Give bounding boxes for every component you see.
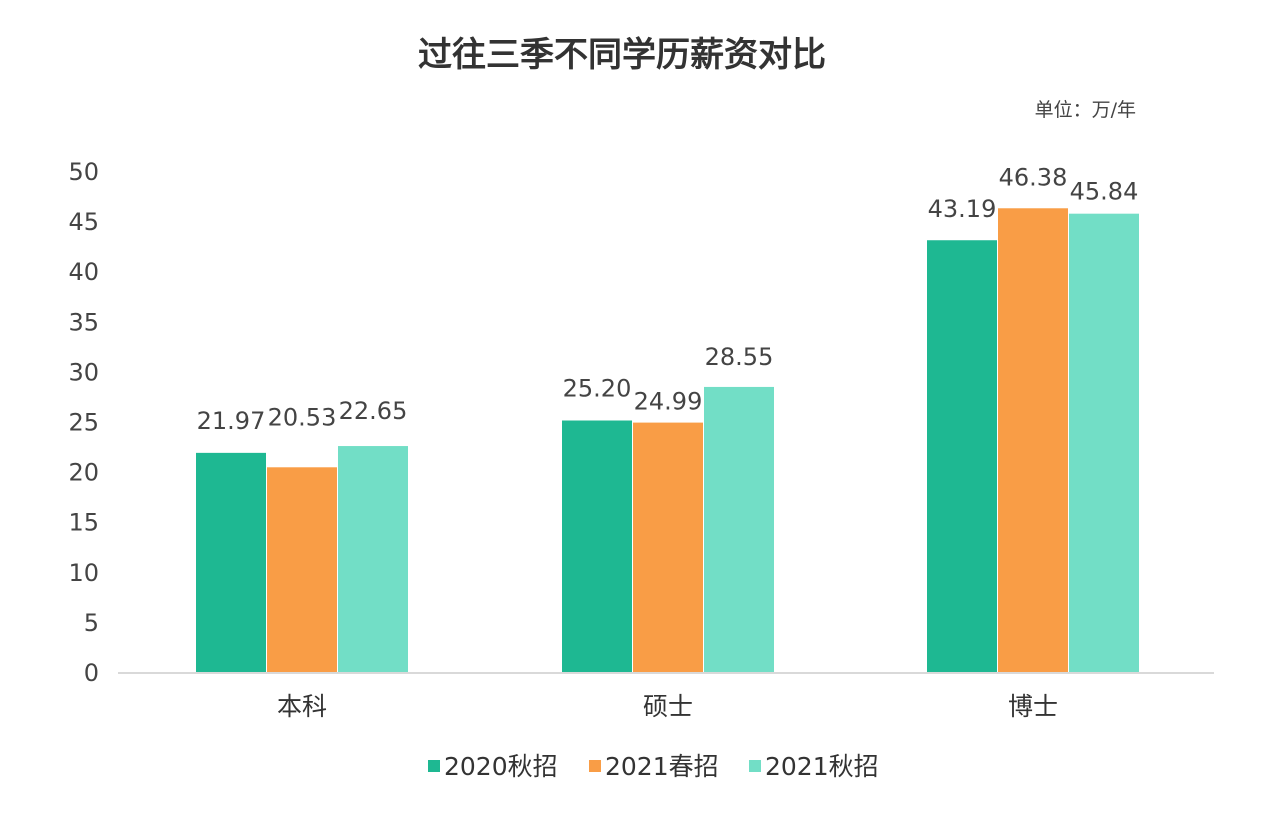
y-tick-label: 30 (68, 358, 99, 386)
legend-label: 2020秋招 (444, 752, 558, 781)
data-label: 22.65 (339, 397, 408, 425)
data-label: 24.99 (634, 388, 703, 416)
y-tick-label: 15 (68, 509, 99, 537)
bar-3-3 (1069, 213, 1139, 673)
data-label: 43.19 (928, 195, 997, 223)
category-label: 博士 (1008, 692, 1058, 721)
legend-swatch (428, 760, 440, 772)
bar-2-3 (998, 208, 1068, 673)
data-label: 28.55 (705, 343, 774, 371)
data-label: 45.84 (1070, 178, 1139, 206)
legend: 2020秋招 2021春招 2021秋招 (428, 752, 879, 781)
data-label: 25.20 (563, 374, 632, 402)
legend-label: 2021秋招 (765, 752, 879, 781)
bar-3-2 (704, 386, 774, 673)
data-label: 21.97 (197, 407, 266, 435)
chart-title: 过往三季不同学历薪资对比 (418, 35, 826, 75)
y-tick-label: 50 (68, 158, 99, 186)
category-label: 硕士 (643, 692, 693, 721)
unit-label: 单位：万/年 (1035, 99, 1136, 121)
y-tick-label: 35 (68, 308, 99, 336)
category-label: 本科 (277, 692, 327, 721)
bar-2-1 (267, 467, 337, 673)
bar-1-1 (196, 452, 266, 673)
legend-swatch (749, 760, 761, 772)
bar-1-3 (927, 240, 997, 673)
y-tick-label: 10 (68, 559, 99, 587)
bar-1-2 (562, 420, 632, 673)
y-tick-label: 20 (68, 459, 99, 487)
data-label: 46.38 (999, 163, 1068, 191)
y-tick-label: 45 (68, 208, 99, 236)
y-tick-label: 5 (84, 609, 99, 637)
legend-label: 2021春招 (605, 752, 719, 781)
legend-swatch (589, 760, 601, 772)
data-label: 20.53 (268, 403, 337, 431)
y-tick-label: 40 (68, 258, 99, 286)
bar-2-2 (633, 422, 703, 673)
y-axis: 0 5 10 15 20 25 30 35 40 45 50 (68, 158, 99, 687)
category-labels: 本科 硕士 博士 (277, 692, 1058, 721)
bar-3-1 (338, 446, 408, 673)
y-tick-label: 0 (84, 659, 99, 687)
y-tick-label: 25 (68, 409, 99, 437)
